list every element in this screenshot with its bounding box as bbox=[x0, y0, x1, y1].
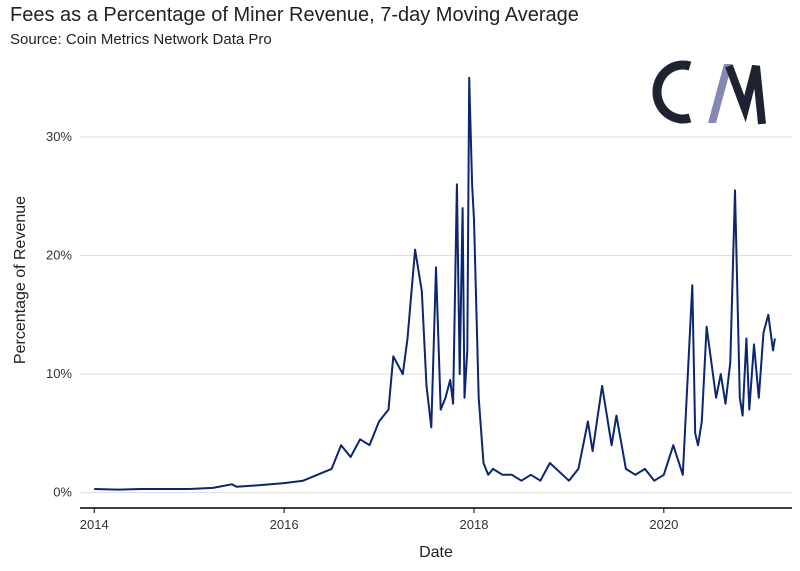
x-axis-label: Date bbox=[419, 544, 453, 561]
y-tick-label: 0% bbox=[53, 485, 72, 500]
gridlines bbox=[80, 136, 792, 494]
chart-title: Fees as a Percentage of Miner Revenue, 7… bbox=[10, 4, 579, 26]
cm-logo-icon bbox=[652, 60, 766, 125]
x-tick-label: 2018 bbox=[460, 517, 489, 532]
series-line bbox=[94, 76, 776, 491]
logo-c-mark bbox=[652, 60, 692, 124]
axes: 0% 10% 20% 30% 2014 2016 2018 2020 bbox=[46, 129, 792, 532]
y-tick-label: 10% bbox=[46, 366, 72, 381]
series-group bbox=[94, 76, 776, 491]
x-tick-label: 2016 bbox=[270, 517, 299, 532]
chart-subtitle: Source: Coin Metrics Network Data Pro bbox=[10, 31, 272, 48]
y-tick-label: 30% bbox=[46, 129, 72, 144]
y-tick-label: 20% bbox=[46, 248, 72, 263]
y-axis-label: Percentage of Revenue bbox=[12, 195, 29, 365]
x-tick-label: 2020 bbox=[649, 517, 678, 532]
logo-m-mark bbox=[725, 64, 766, 125]
x-tick-label: 2014 bbox=[80, 517, 109, 532]
logo-slash-mark bbox=[708, 64, 732, 123]
